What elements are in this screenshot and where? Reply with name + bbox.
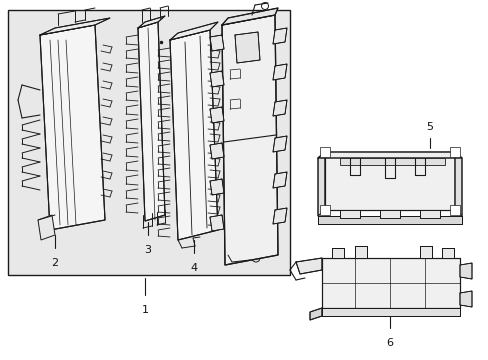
Text: 4: 4: [190, 263, 197, 273]
Polygon shape: [272, 172, 286, 188]
Bar: [319, 205, 329, 215]
Polygon shape: [209, 215, 224, 231]
Polygon shape: [339, 210, 359, 218]
Polygon shape: [38, 215, 55, 240]
Polygon shape: [209, 179, 224, 195]
Polygon shape: [459, 263, 471, 279]
Bar: [449, 147, 459, 157]
Polygon shape: [222, 8, 278, 25]
Polygon shape: [459, 291, 471, 307]
Polygon shape: [317, 216, 461, 224]
Text: 6: 6: [386, 338, 393, 348]
Bar: [319, 147, 329, 157]
Polygon shape: [379, 210, 399, 218]
Polygon shape: [309, 308, 321, 320]
Polygon shape: [209, 107, 224, 123]
Bar: [8, 10, 289, 275]
Polygon shape: [419, 246, 431, 258]
Polygon shape: [331, 248, 343, 258]
Polygon shape: [222, 15, 278, 265]
Polygon shape: [272, 100, 286, 116]
Polygon shape: [209, 143, 224, 159]
Text: 5: 5: [426, 122, 433, 132]
Polygon shape: [272, 64, 286, 80]
Polygon shape: [272, 28, 286, 44]
Polygon shape: [170, 30, 218, 240]
Polygon shape: [209, 35, 224, 51]
Polygon shape: [339, 158, 444, 165]
Polygon shape: [354, 246, 366, 258]
Polygon shape: [138, 16, 164, 28]
Polygon shape: [441, 248, 453, 258]
Polygon shape: [317, 152, 461, 158]
Text: 1: 1: [141, 305, 148, 315]
Polygon shape: [272, 208, 286, 224]
Text: 3: 3: [144, 245, 151, 255]
Polygon shape: [170, 22, 218, 40]
Polygon shape: [235, 32, 260, 63]
Polygon shape: [454, 152, 461, 216]
Polygon shape: [40, 18, 110, 35]
Polygon shape: [325, 152, 454, 210]
Bar: [449, 205, 459, 215]
Polygon shape: [321, 308, 459, 316]
Polygon shape: [138, 22, 164, 221]
Text: 2: 2: [51, 258, 59, 268]
Polygon shape: [40, 25, 105, 230]
Polygon shape: [209, 71, 224, 87]
Polygon shape: [419, 210, 439, 218]
Polygon shape: [272, 136, 286, 152]
Polygon shape: [321, 258, 459, 308]
Polygon shape: [295, 258, 321, 274]
Polygon shape: [317, 152, 325, 216]
